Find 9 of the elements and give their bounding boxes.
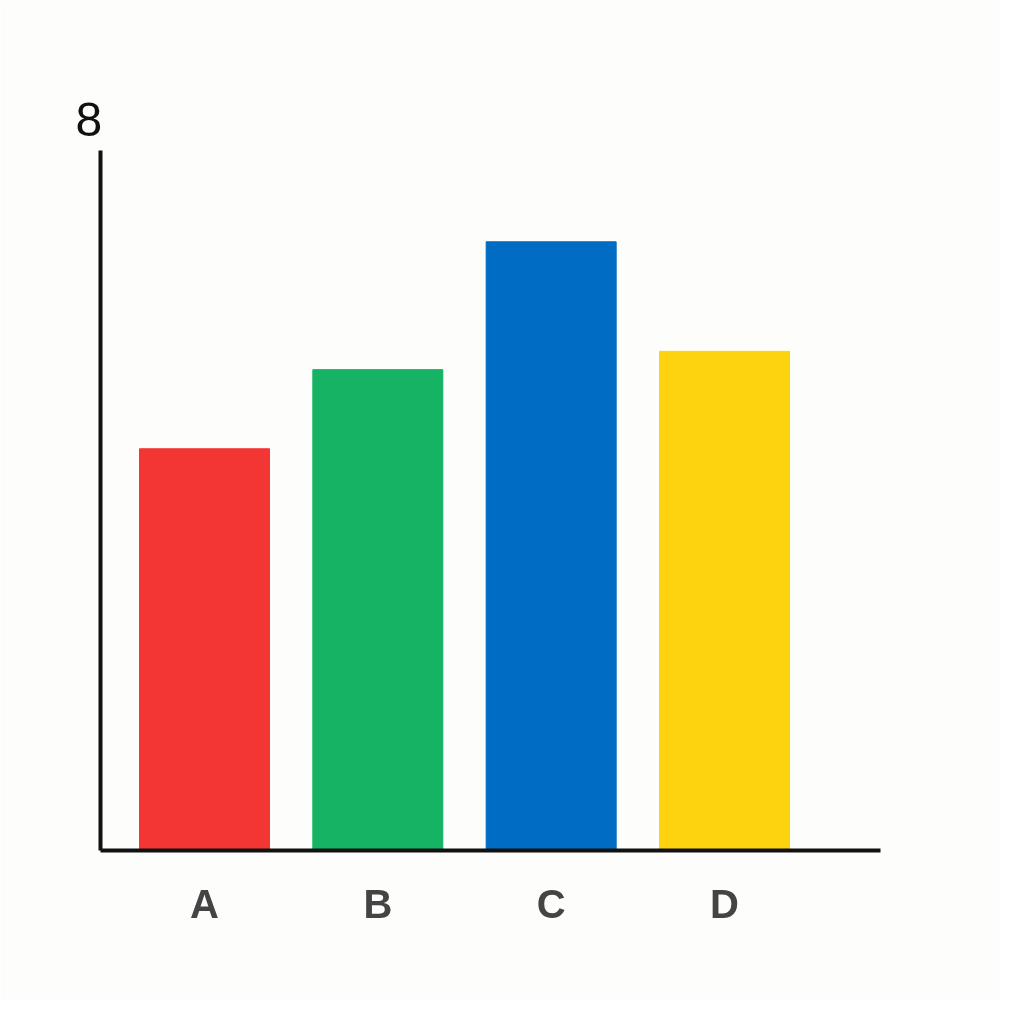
x-tick-label: A bbox=[190, 881, 219, 926]
x-tick-label: D bbox=[710, 881, 739, 926]
bar bbox=[485, 241, 617, 851]
text: 8 bbox=[75, 92, 103, 146]
x-tick-label: C bbox=[536, 881, 566, 926]
bar bbox=[659, 350, 790, 851]
bar bbox=[312, 369, 444, 851]
x-tick-label: B bbox=[363, 881, 393, 926]
bar bbox=[139, 448, 270, 851]
